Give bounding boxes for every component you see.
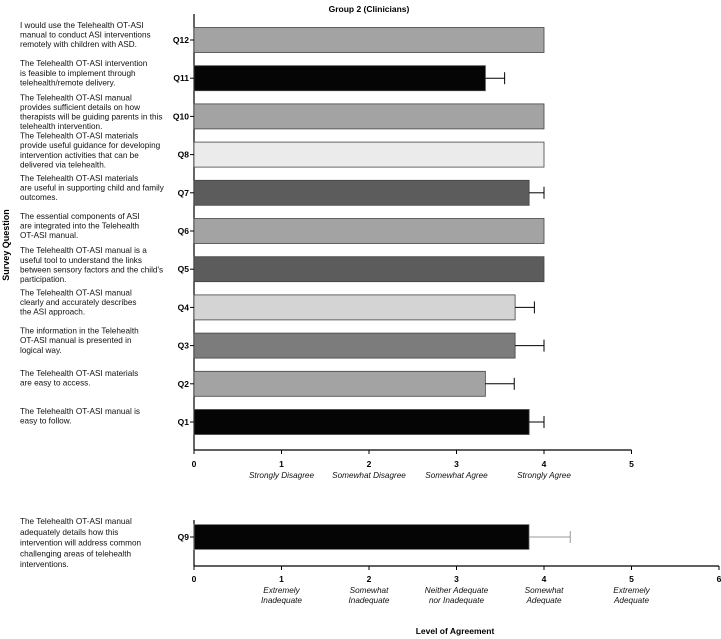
bar-q4: [193, 294, 516, 321]
question-label: Q8: [178, 150, 190, 160]
bar-q3: [193, 332, 516, 359]
x-category-label: Extremely Adequate: [613, 586, 651, 605]
question-description: The Telehealth OT-ASI manual clearly and …: [20, 288, 137, 316]
x-tick-label: 3: [454, 459, 459, 469]
x-tick-label: 6: [717, 574, 721, 584]
bar-q10: [193, 103, 545, 130]
x-category-label: Strongly Disagree: [249, 471, 315, 480]
x-category-label: Somewhat Adequate: [525, 586, 564, 605]
question-description: The information in the Telehealth OT-ASI …: [20, 327, 139, 355]
x-tick-label: 4: [542, 459, 547, 469]
x-category-label: Extremely Inadequate: [261, 586, 302, 605]
x-tick-label: 5: [629, 574, 634, 584]
x-tick-label: 1: [279, 459, 284, 469]
question-description: The Telehealth OT-ASI manual is a useful …: [20, 246, 163, 284]
question-label: Q9: [178, 532, 190, 542]
question-label: Q4: [178, 302, 190, 312]
y-axis-label: Survey Question: [1, 209, 11, 281]
x-category-label: Strongly Agree: [517, 471, 571, 480]
x-tick-label: 1: [279, 574, 284, 584]
x-tick-label: 2: [367, 459, 372, 469]
question-description: The Telehealth OT-ASI materials are easy …: [20, 369, 138, 388]
x-tick-label: 5: [629, 459, 634, 469]
question-label: Q2: [178, 379, 190, 389]
x-category-label: Somewhat Agree: [425, 471, 488, 480]
question-description: The Telehealth OT-ASI materials provide u…: [20, 132, 161, 170]
question-label: Q10: [173, 111, 189, 121]
question-label: Q1: [178, 417, 190, 427]
bar-q8: [193, 141, 545, 168]
x-tick-label: 2: [367, 574, 372, 584]
question-description: The Telehealth OT-ASI manual is easy to f…: [20, 407, 140, 426]
x-axis-label: Level of Agreement: [416, 626, 495, 636]
question-label: Q7: [178, 188, 190, 198]
x-category-label: Neither Adequate nor Inadequate: [425, 586, 489, 605]
question-description: The Telehealth OT-ASI intervention is fea…: [20, 59, 148, 87]
x-tick-label: 0: [192, 459, 197, 469]
bar-q2: [193, 370, 486, 397]
question-description: The essential components of ASI are integ…: [20, 212, 140, 240]
bar-q11: [193, 65, 486, 92]
question-label: Q6: [178, 226, 190, 236]
question-label: Q11: [173, 73, 189, 83]
question-description: The Telehealth OT-ASI manual adequately d…: [20, 517, 141, 569]
question-description: The Telehealth OT-ASI manual provides suf…: [20, 93, 162, 131]
x-category-label: Somewhat Disagree: [332, 471, 406, 480]
question-description: I would use the Telehealth OT-ASI manual …: [20, 21, 151, 49]
bar-q5: [193, 256, 545, 283]
question-description: The Telehealth OT-ASI materials are usefu…: [20, 174, 165, 202]
bar-q6: [193, 218, 545, 244]
chart-title: Group 2 (Clinicians): [329, 4, 410, 14]
question-label: Q3: [178, 341, 190, 351]
bar-q1: [193, 409, 530, 435]
bar-q9: [193, 524, 530, 550]
bar-q7: [193, 179, 530, 206]
x-tick-label: 4: [542, 574, 547, 584]
question-label: Q12: [173, 35, 189, 45]
x-category-label: Somewhat Inadequate: [349, 586, 390, 605]
x-tick-label: 0: [192, 574, 197, 584]
question-label: Q5: [178, 264, 190, 274]
x-tick-label: 3: [454, 574, 459, 584]
bar-q12: [193, 27, 545, 53]
panel-bottom: Q9 The Telehealth OT-ASI manual adequately…: [20, 517, 721, 605]
